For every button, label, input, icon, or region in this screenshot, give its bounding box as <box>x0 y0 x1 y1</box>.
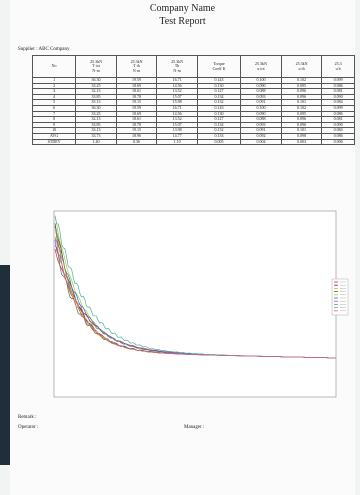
table-row: STDEV 1.40 0.36 1.10 0.005 0.004 0.003 0.006 <box>31 138 355 146</box>
table-cell: 0.099 <box>321 105 355 112</box>
operator-label: Operator : <box>18 425 39 430</box>
col-header-u-tot: 25.3kN u tot <box>240 55 282 78</box>
legend-box <box>331 278 349 316</box>
supplier-label: Supplier : ABC Company <box>18 47 70 52</box>
table-cell: 19.15 <box>115 99 158 106</box>
table-cell: 0.132 <box>196 99 242 106</box>
row-label: 9 <box>31 121 77 129</box>
remark-label: Remark : <box>18 415 37 420</box>
row-label: 6 <box>31 105 77 112</box>
table-cell: 0.084 <box>321 99 355 106</box>
row-label: 2 <box>31 82 77 90</box>
col-header-no: No <box>31 55 77 78</box>
torque-curve-chart <box>53 210 349 398</box>
table-cell: 0.143 <box>196 77 242 84</box>
table-cell: 0.004 <box>240 138 282 146</box>
table-cell: 1.10 <box>156 138 198 146</box>
col-header-u-b: 25.3 u b <box>321 55 355 78</box>
table-cell: 1.40 <box>75 138 117 146</box>
company-name: Company Name <box>149 3 216 14</box>
table-row: 6 36.30 19.59 16.71 0.143 0.100 0.102 0.099 <box>31 105 355 112</box>
table-row: 4 33.85 18.78 15.07 0.134 0.093 0.096 0.090 <box>31 93 355 101</box>
table-cell: 18.61 <box>115 88 158 95</box>
table-cell: 0.086 <box>321 110 355 118</box>
table-cell: 0.143 <box>196 105 242 112</box>
report-title: Test Report <box>159 16 206 27</box>
table-cell: 0.005 <box>196 138 242 146</box>
table-cell: 0.36 <box>115 138 158 146</box>
row-label: 4 <box>31 93 77 101</box>
report-page: Company Name Test Report Supplier : ABC … <box>10 0 355 495</box>
row-label: 1 <box>31 77 77 84</box>
table-cell: 19.59 <box>115 77 158 84</box>
series-line <box>54 238 336 359</box>
table-cell: 0.099 <box>321 77 355 84</box>
table-cell: 0.130 <box>196 110 242 118</box>
table-cell: 0.081 <box>321 88 355 95</box>
table-cell: 18.61 <box>115 116 158 123</box>
col-header-t-tot: 25.3kN T tot N·m <box>75 55 117 78</box>
table-header-row: No 25.3kN T tot N·m 25.3kN T th N·m 25.3… <box>31 55 355 78</box>
row-label: 5 <box>31 99 77 106</box>
table-cell: 0.134 <box>196 93 242 101</box>
table-cell: 0.090 <box>321 93 355 101</box>
table-cell: 0.081 <box>321 116 355 123</box>
table-row: 7 33.25 18.69 14.56 0.130 0.090 0.095 0.086 <box>31 110 355 118</box>
table-cell: 0.003 <box>280 138 323 146</box>
col-header-t-th: 25.3kN T th N·m <box>115 55 158 78</box>
table-row: 9 33.85 18.78 15.07 0.134 0.093 0.096 0.090 <box>31 121 355 129</box>
table-body: 1 36.30 19.59 16.71 0.143 0.100 0.102 0.099 2 33.… <box>31 77 355 146</box>
table-cell: 0.006 <box>321 138 355 146</box>
table-cell: 0.086 <box>321 82 355 90</box>
col-header-u-th: 25.3kN u th <box>280 55 323 78</box>
table-cell: 0.127 <box>196 88 242 95</box>
table-cell: 18.78 <box>115 93 158 101</box>
row-label: 7 <box>31 110 77 118</box>
table-row: 2 33.25 18.69 14.56 0.130 0.090 0.095 0.086 <box>31 82 355 90</box>
col-header-torque-coeff: Torque Coeff K <box>196 55 242 78</box>
table-row: 3 32.13 18.61 13.52 0.127 0.088 0.096 0.081 <box>31 88 355 95</box>
table-row: 1 36.30 19.59 16.71 0.143 0.100 0.102 0.099 <box>31 77 355 84</box>
table-cell: 0.127 <box>196 116 242 123</box>
col-header-tb: 25.3kN Tb N·m <box>156 55 198 78</box>
results-table: No 25.3kN T tot N·m 25.3kN T th N·m 25.3… <box>31 55 355 146</box>
table-cell: 19.59 <box>115 105 158 112</box>
row-label: 8 <box>31 116 77 123</box>
table-cell: 18.69 <box>115 82 158 90</box>
table-cell: 0.130 <box>196 82 242 90</box>
plot-area <box>53 210 337 398</box>
table-cell: 0.090 <box>321 121 355 129</box>
row-label: STDEV <box>31 138 77 146</box>
table-cell: 18.78 <box>115 121 158 129</box>
table-cell: 18.69 <box>115 110 158 118</box>
table-row: 8 32.13 18.61 13.52 0.127 0.088 0.096 0.081 <box>31 116 355 123</box>
row-label: 3 <box>31 88 77 95</box>
table-cell: 0.134 <box>196 121 242 129</box>
manager-label: Manager : <box>184 425 205 430</box>
table-row: 5 35.13 19.15 15.98 0.132 0.091 0.101 0.084 <box>31 99 355 106</box>
